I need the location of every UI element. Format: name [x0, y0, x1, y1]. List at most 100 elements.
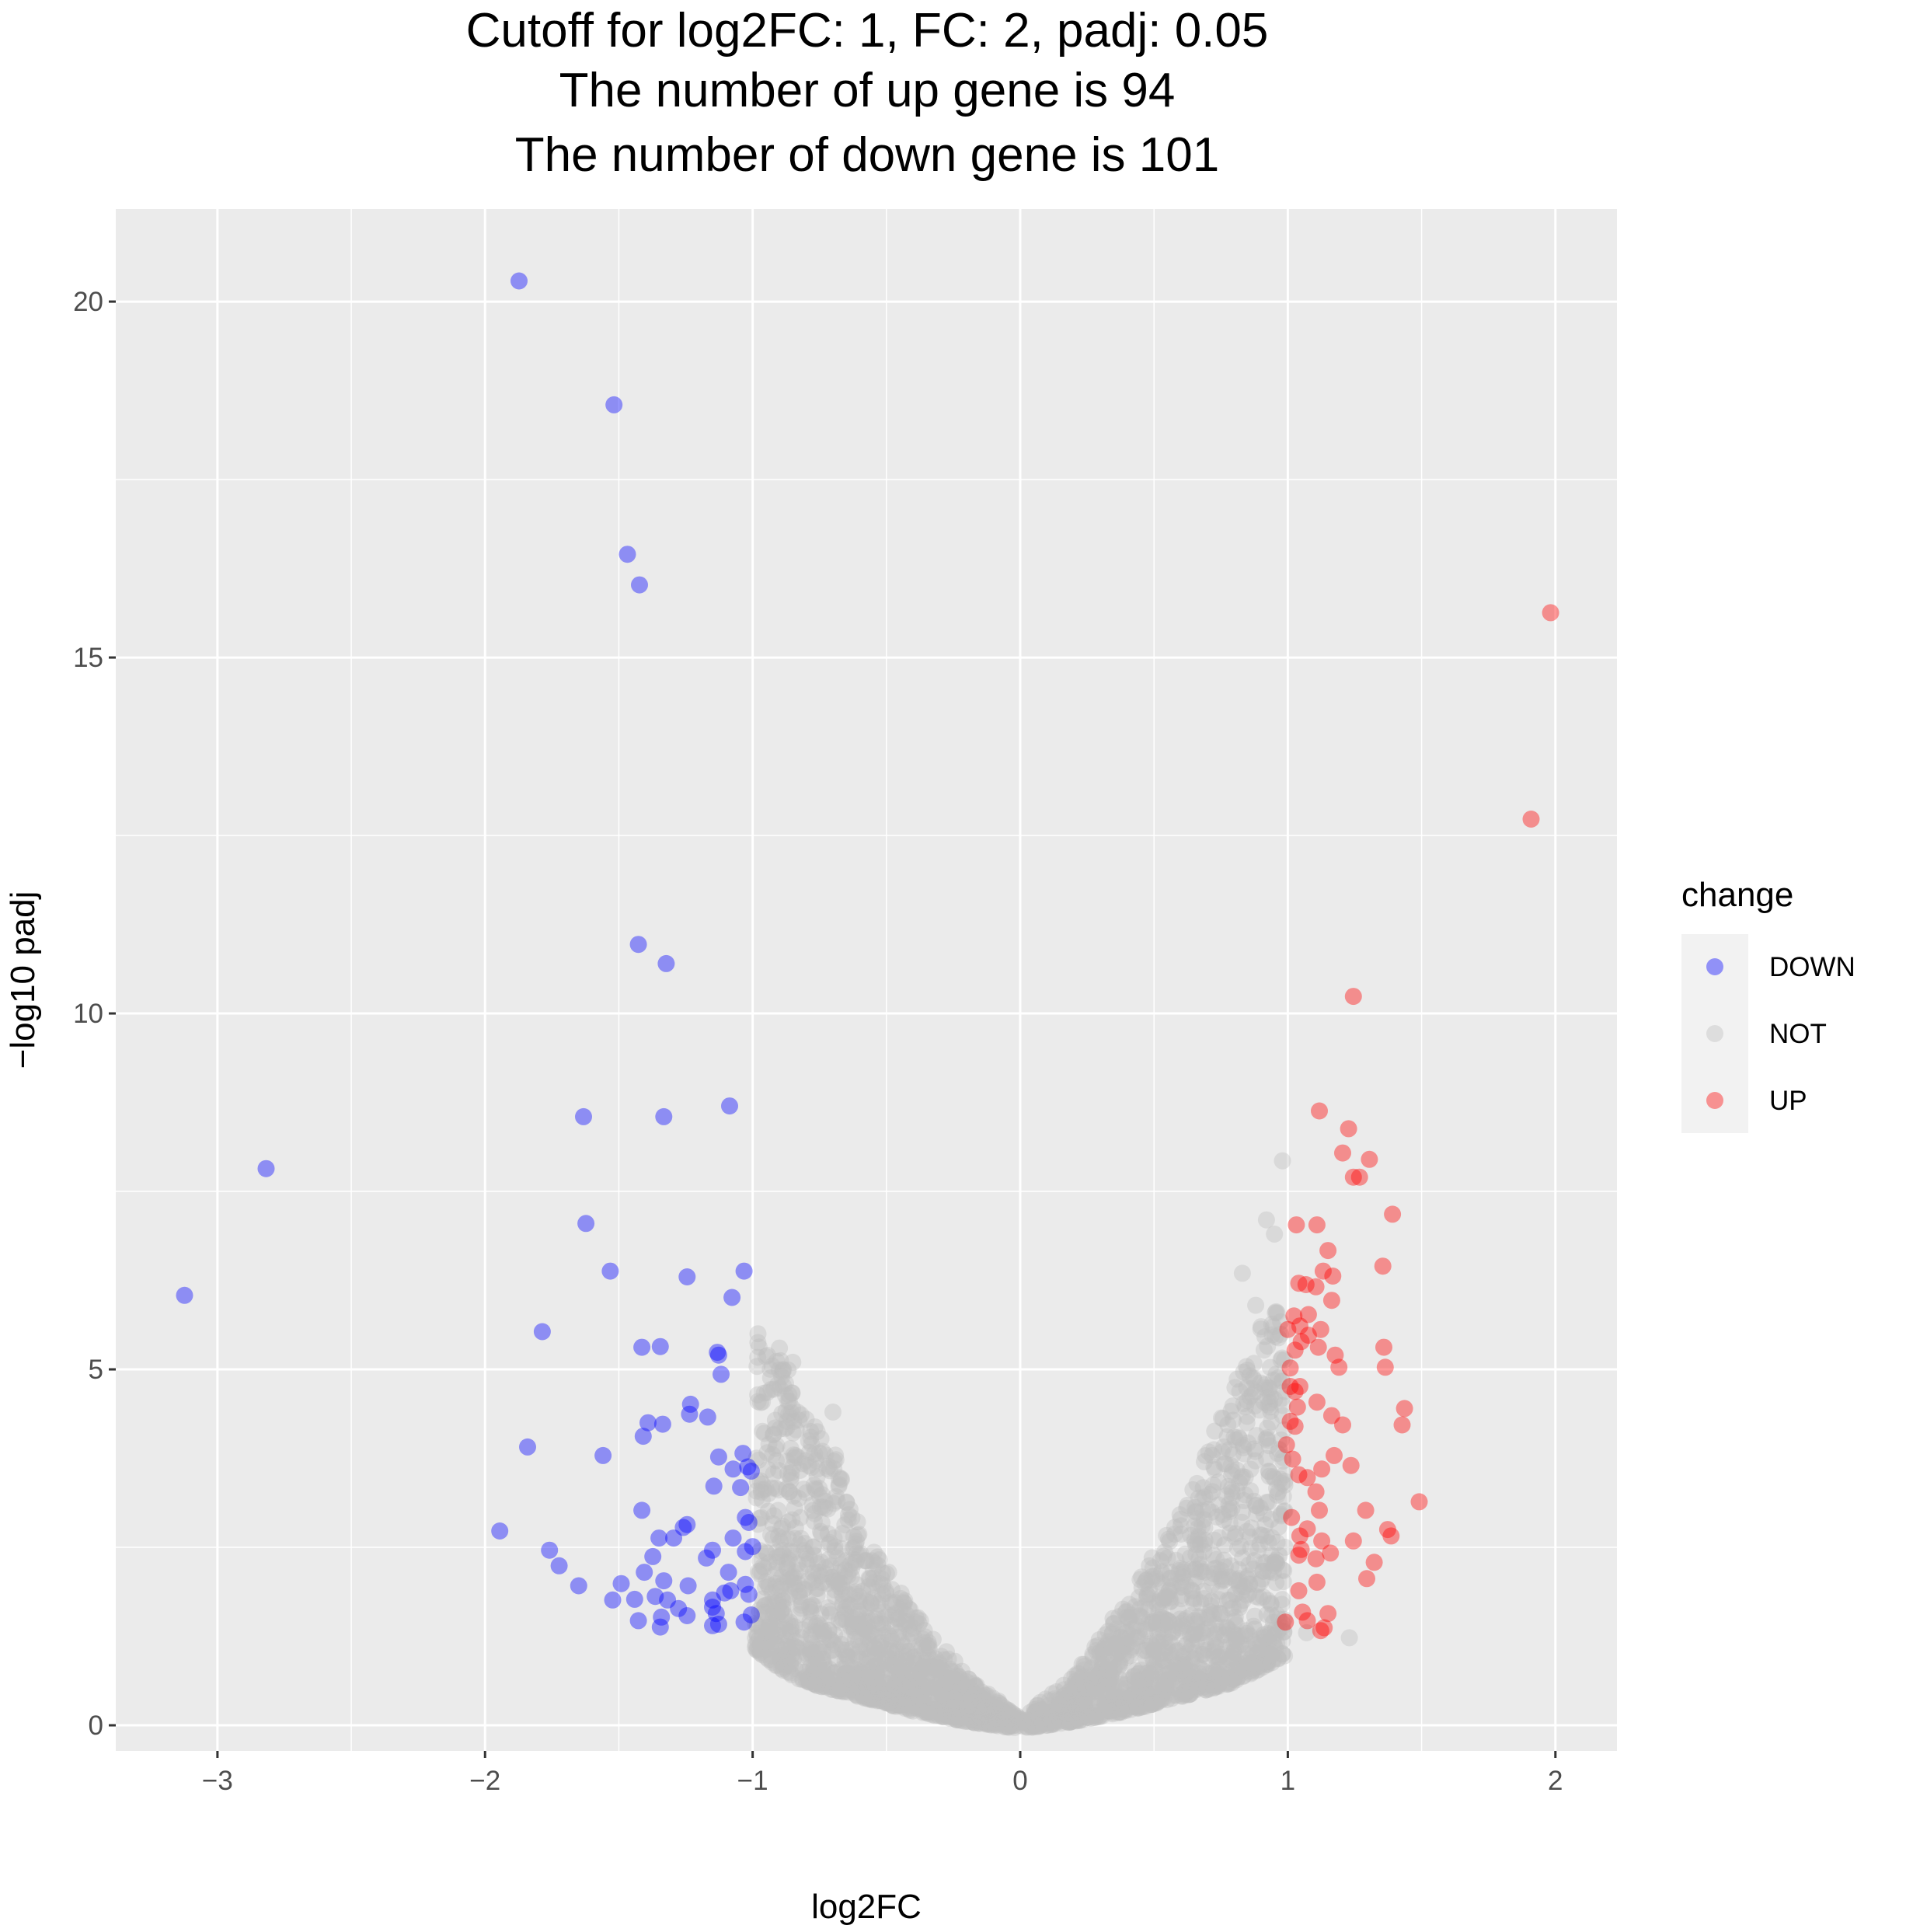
not-point	[963, 1681, 981, 1699]
not-point	[1181, 1667, 1199, 1685]
not-point	[900, 1620, 918, 1638]
not-point	[1065, 1704, 1082, 1722]
not-point	[1171, 1506, 1189, 1524]
not-point	[863, 1691, 881, 1709]
not-point	[860, 1569, 878, 1587]
not-point	[916, 1678, 934, 1696]
up-point	[1396, 1400, 1413, 1418]
not-point	[963, 1708, 981, 1726]
not-point	[1127, 1690, 1145, 1708]
not-point	[883, 1697, 901, 1714]
not-point	[1128, 1697, 1146, 1715]
not-point	[1204, 1662, 1222, 1679]
not-point	[817, 1446, 835, 1464]
not-point	[1023, 1711, 1041, 1729]
not-point	[772, 1519, 790, 1537]
not-point	[773, 1404, 791, 1422]
not-point	[868, 1615, 886, 1633]
not-point	[1171, 1619, 1189, 1637]
not-point	[820, 1669, 838, 1687]
not-point	[825, 1459, 843, 1477]
not-point	[1169, 1672, 1187, 1690]
down-point	[510, 272, 528, 290]
not-point	[1024, 1718, 1042, 1735]
not-point	[803, 1435, 821, 1453]
not-point	[1259, 1645, 1277, 1663]
not-point	[967, 1677, 984, 1695]
not-point	[904, 1702, 922, 1720]
not-point	[869, 1676, 887, 1693]
not-point	[1100, 1634, 1117, 1652]
not-point	[821, 1661, 839, 1679]
not-point	[888, 1609, 906, 1627]
not-point	[1172, 1517, 1190, 1535]
not-point	[1099, 1623, 1117, 1641]
not-point	[960, 1699, 977, 1717]
not-point	[1258, 1606, 1276, 1623]
not-point	[894, 1599, 912, 1616]
not-point	[991, 1705, 1009, 1723]
not-point	[1108, 1695, 1126, 1713]
not-point	[1029, 1697, 1047, 1714]
not-point	[1240, 1585, 1258, 1602]
not-point	[762, 1627, 780, 1645]
not-point	[751, 1542, 769, 1560]
not-point	[814, 1638, 832, 1656]
not-point	[1266, 1226, 1284, 1243]
down-point	[533, 1323, 551, 1341]
down-point	[650, 1529, 668, 1547]
not-point	[875, 1690, 893, 1708]
not-point	[914, 1659, 932, 1677]
not-point	[910, 1683, 928, 1700]
not-point	[805, 1675, 823, 1693]
not-point	[1228, 1572, 1246, 1590]
not-point	[1162, 1564, 1179, 1581]
up-point	[1326, 1446, 1343, 1464]
not-point	[1098, 1694, 1116, 1712]
not-point	[1235, 1578, 1253, 1595]
not-point	[919, 1697, 936, 1715]
not-point	[988, 1707, 1005, 1725]
not-point	[1025, 1718, 1042, 1736]
not-point	[958, 1698, 976, 1716]
not-point	[1027, 1703, 1044, 1720]
not-point	[747, 1624, 765, 1642]
not-point	[1262, 1622, 1280, 1639]
not-point	[1079, 1700, 1097, 1718]
not-point	[946, 1667, 964, 1685]
not-point	[947, 1711, 965, 1728]
up-point	[1284, 1450, 1301, 1468]
not-point	[773, 1660, 791, 1678]
not-point	[1192, 1659, 1209, 1677]
not-point	[947, 1697, 965, 1714]
not-point	[976, 1686, 994, 1704]
not-point	[1165, 1686, 1183, 1704]
not-point	[863, 1552, 881, 1570]
not-point	[1154, 1690, 1172, 1707]
not-point	[767, 1578, 785, 1596]
not-point	[890, 1669, 908, 1687]
not-point	[960, 1685, 977, 1703]
down-point	[713, 1365, 730, 1383]
not-point	[1142, 1686, 1160, 1704]
not-point	[875, 1603, 893, 1620]
not-point	[1117, 1690, 1134, 1708]
not-point	[1106, 1641, 1124, 1659]
not-point	[782, 1623, 800, 1641]
not-point	[912, 1665, 930, 1683]
not-point	[1225, 1636, 1243, 1654]
not-point	[850, 1680, 868, 1697]
not-point	[816, 1499, 834, 1517]
not-point	[972, 1710, 990, 1728]
not-point	[765, 1617, 783, 1635]
not-point	[944, 1686, 962, 1704]
not-point	[866, 1573, 883, 1591]
not-point	[863, 1612, 881, 1630]
not-point	[1122, 1641, 1140, 1658]
up-point	[1313, 1460, 1331, 1478]
not-point	[1176, 1667, 1193, 1685]
not-point	[915, 1675, 932, 1692]
not-point	[1150, 1602, 1168, 1620]
not-point	[1037, 1714, 1054, 1732]
not-point	[996, 1700, 1013, 1717]
